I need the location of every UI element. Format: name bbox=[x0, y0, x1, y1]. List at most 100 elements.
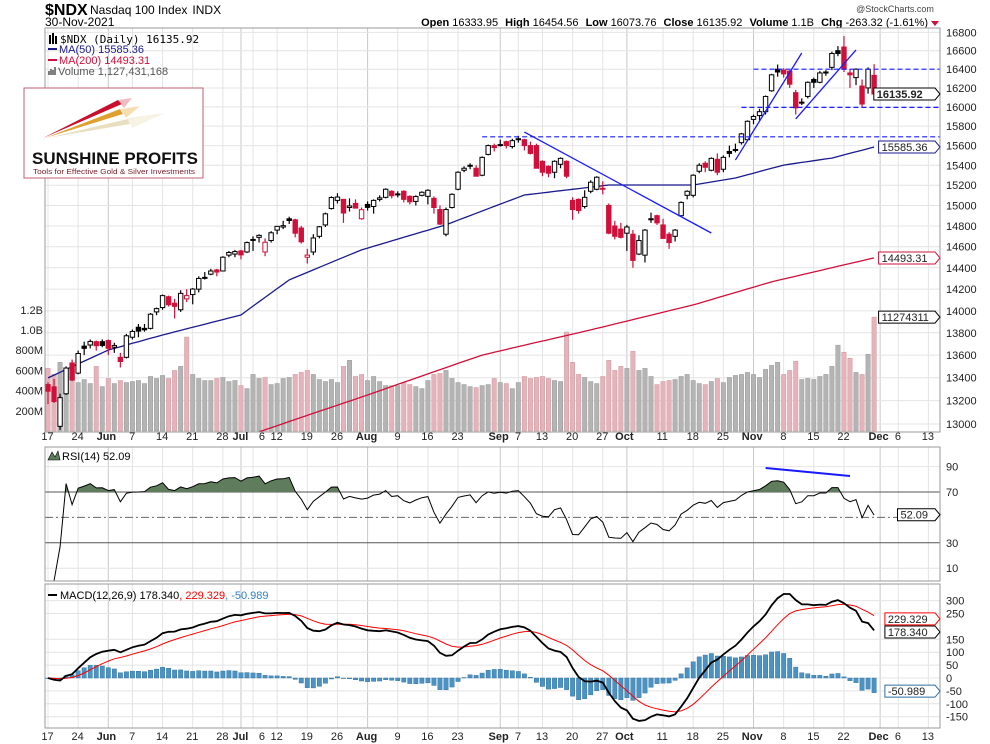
volume-bar bbox=[93, 366, 99, 432]
macd-histogram-bar bbox=[359, 677, 364, 682]
candle-body bbox=[129, 330, 136, 338]
macd-histogram-bar bbox=[304, 677, 310, 688]
volume-bar bbox=[672, 379, 678, 432]
candle-body bbox=[811, 78, 817, 83]
volume-bar bbox=[353, 376, 358, 432]
volume-tick-label: 400M bbox=[15, 386, 43, 398]
ohlc-summary: Open 16333.95 High 16454.56 Low 16073.76 Cl… bbox=[421, 17, 928, 29]
price-tick-label: 16000 bbox=[946, 102, 977, 114]
volume-bar bbox=[829, 366, 835, 432]
candle-body bbox=[485, 145, 491, 155]
candle-body bbox=[569, 199, 576, 211]
macd-histogram-bar bbox=[515, 671, 521, 679]
volume-bar bbox=[564, 331, 570, 432]
macd-histogram-bar bbox=[576, 677, 582, 700]
candle-body bbox=[190, 288, 196, 296]
candle-body bbox=[171, 302, 178, 307]
macd-histogram-bar bbox=[401, 677, 407, 683]
macd-histogram-bar bbox=[160, 666, 165, 679]
volume-tick-label: 1.2B bbox=[20, 305, 43, 317]
volume-bar bbox=[636, 370, 642, 432]
price-panel bbox=[44, 27, 941, 433]
index-full-name: Nasdaq 100 Index bbox=[90, 3, 187, 17]
x-tick-label: 14 bbox=[156, 731, 168, 743]
candle-body bbox=[823, 71, 829, 74]
macd-histogram-bar bbox=[365, 677, 370, 683]
macd-histogram-bar bbox=[455, 677, 461, 682]
candle-body bbox=[786, 70, 793, 85]
close-label: Close bbox=[664, 17, 694, 29]
macd-histogram-bar bbox=[775, 651, 781, 679]
price-tick-label: 16600 bbox=[946, 46, 977, 58]
volume-bar bbox=[87, 383, 93, 432]
open-value: 16333.95 bbox=[452, 17, 498, 29]
candle-body bbox=[672, 229, 678, 237]
macd-histogram-bar bbox=[871, 677, 877, 693]
candle-body bbox=[159, 295, 166, 309]
volume-value: 1.1B bbox=[791, 17, 814, 29]
macd-histogram-bar bbox=[648, 677, 654, 688]
volume-bar bbox=[383, 385, 389, 432]
candle-body bbox=[624, 226, 630, 234]
volume-bar bbox=[521, 376, 527, 432]
x-tick-label: 13 bbox=[922, 731, 934, 743]
volume-bar bbox=[823, 374, 829, 432]
legend-ma50: MA(50) 15585.36 bbox=[59, 44, 144, 56]
candle-body bbox=[238, 250, 244, 256]
x-tick-label: 18 bbox=[687, 731, 699, 743]
candle-body bbox=[334, 196, 341, 201]
macd-histogram-bar bbox=[431, 677, 437, 686]
x-tick-label: 17 bbox=[41, 731, 53, 743]
macd-histogram-bar bbox=[714, 655, 720, 679]
volume-bar bbox=[660, 381, 666, 432]
symbol: $NDX bbox=[45, 2, 88, 19]
x-tick-label: Jul bbox=[232, 731, 248, 743]
volume-bar bbox=[431, 374, 437, 432]
volume-tick-label: 1.0B bbox=[20, 325, 43, 337]
x-tick-label: Oct bbox=[615, 731, 634, 743]
macd-histogram-bar bbox=[371, 677, 377, 682]
macd-tick-label: -100 bbox=[946, 699, 968, 711]
low-label: Low bbox=[586, 17, 608, 29]
volume-bar bbox=[256, 378, 262, 432]
x-tick-label: 22 bbox=[837, 731, 849, 743]
volume-bar bbox=[129, 381, 135, 432]
volume-label: Volume bbox=[749, 17, 788, 29]
volume-bar bbox=[461, 384, 467, 432]
volume-bar bbox=[787, 370, 793, 432]
macd-histogram-bar bbox=[262, 675, 268, 679]
macd-histogram-bar bbox=[105, 667, 111, 679]
ma50-line bbox=[47, 146, 875, 379]
candle-body bbox=[135, 326, 142, 332]
volume-bar bbox=[606, 360, 612, 432]
candle-body bbox=[738, 133, 745, 144]
x-tick-label: Dec bbox=[868, 731, 888, 743]
candle-body bbox=[805, 81, 811, 97]
macd-histogram-bar bbox=[781, 653, 787, 679]
macd-histogram-bar bbox=[745, 655, 750, 679]
volume-bar bbox=[455, 382, 461, 432]
macd-histogram-bar bbox=[130, 670, 135, 679]
macd-tick-label: 250 bbox=[946, 609, 964, 621]
macd-panel bbox=[44, 583, 941, 729]
volume-bar bbox=[533, 377, 539, 432]
candle-body bbox=[262, 241, 268, 253]
x-tick-label: 9 bbox=[394, 431, 400, 443]
x-tick-label: 16 bbox=[421, 731, 433, 743]
macd-histogram-bar bbox=[769, 651, 775, 679]
volume-bar bbox=[220, 377, 226, 432]
volume-tag-box bbox=[878, 310, 941, 324]
macd-histogram-bar bbox=[196, 670, 202, 679]
legend-ma200: MA(200) 14493.31 bbox=[59, 55, 150, 67]
macd-histogram-bar bbox=[99, 665, 105, 679]
macd-histogram-bar bbox=[503, 669, 509, 679]
candle-body bbox=[358, 209, 365, 220]
volume-bar bbox=[612, 370, 618, 432]
x-tick-label: 16 bbox=[421, 431, 433, 443]
macd-histogram-bar bbox=[666, 677, 672, 684]
x-tick-label: 9 bbox=[394, 731, 400, 743]
volume-bar bbox=[853, 372, 859, 432]
volume-bar bbox=[69, 376, 75, 432]
macd-histogram-bar bbox=[298, 677, 304, 684]
volume-bar bbox=[250, 374, 256, 432]
